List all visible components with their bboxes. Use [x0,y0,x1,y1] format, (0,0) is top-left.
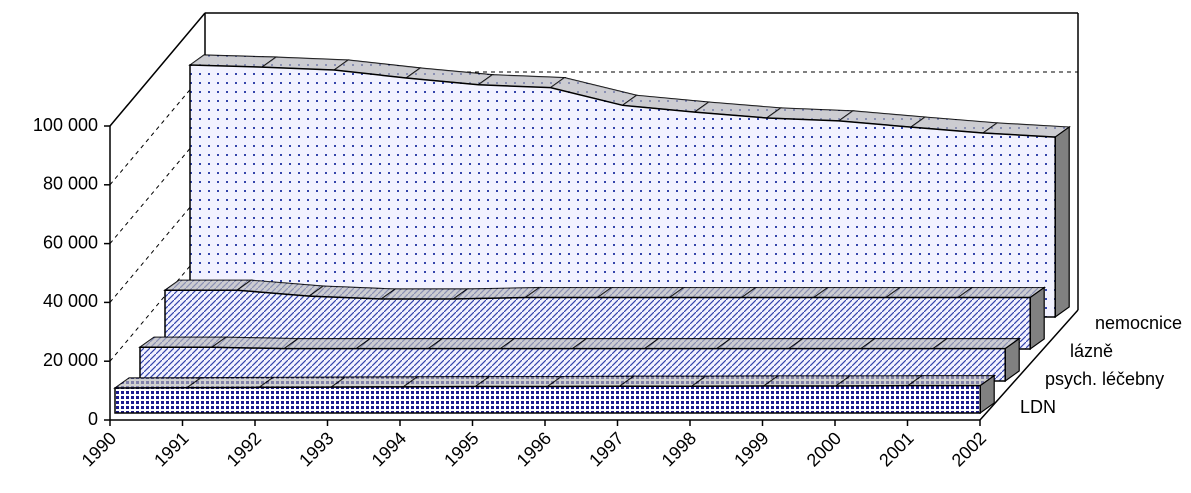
area-top-dots [140,337,227,348]
x-tick-label: 1998 [658,428,700,470]
area-top-dots [428,338,515,349]
area-top-dots [334,60,421,78]
area-top-dots [933,338,1020,349]
area-top-dots [262,57,349,71]
area [114,384,981,414]
area-top-dots [525,287,612,298]
x-tick-label: 1992 [223,428,265,470]
x-tick-label: 2002 [948,428,990,470]
area-top-dots [331,376,418,388]
area-top-dots [547,376,634,387]
x-tick-label: 1995 [440,428,482,470]
area-top-dots [309,286,396,300]
grid-line [109,247,206,362]
area-top-dots [381,289,468,300]
grid-line [109,71,206,186]
area-top-dots [958,287,1045,298]
area [139,346,1006,382]
area-top-dots [911,117,998,133]
area-top-dots [691,375,778,387]
area-top-dots [406,67,493,85]
area-top-dots [115,377,202,389]
area [189,64,1056,318]
area-top-dots [403,376,490,387]
area-top-dots [766,107,853,121]
area-top-dots [550,77,637,106]
x-tick-label: 1996 [513,428,555,470]
x-tick-label: 1991 [150,428,192,470]
area-top-dots [644,338,731,349]
floor-edge [979,309,1079,421]
x-tick-label: 1994 [368,428,410,470]
x-tick-label: 1999 [730,428,772,470]
area-top-dots [500,338,587,349]
area-top-dots [836,375,923,386]
y-tick-label: 100 000 [33,115,98,135]
area-top-dots [788,338,875,349]
area-top-dots [716,338,803,349]
x-tick-label: 1993 [295,428,337,470]
area-top-dots [187,377,274,388]
area-top-dots [908,375,995,386]
area-top-dots [886,287,973,298]
grid-line [109,12,206,127]
series-label: nemocnice [1095,313,1182,333]
area [164,289,1031,350]
area-side [1054,125,1070,319]
area-top-dots [669,287,756,298]
area-top-dots [622,95,709,113]
series-label: LDN [1020,397,1056,417]
area-top-dots [165,280,252,291]
area-top-dots [475,376,562,387]
area-top-dots [356,338,443,349]
series-label: psych. léčebny [1045,369,1164,389]
area-top-dots [763,375,850,386]
area-top-dots [597,287,684,298]
x-tick-label: 2001 [875,428,917,470]
area-top-dots [861,338,948,349]
area-top-dots [619,376,706,387]
area-top-dots [190,55,277,68]
grid-line [109,130,206,244]
area-top-dots [212,337,299,349]
x-tick-label: 1990 [78,428,120,470]
area-side [1029,286,1045,351]
area-top-dots [572,338,659,349]
area-top-dots [237,280,324,297]
series-label: lázně [1070,341,1113,361]
area-top-dots [838,110,925,128]
area-top-dots [453,287,540,300]
y-tick-label: 80 000 [43,174,98,194]
y-tick-label: 40 000 [43,291,98,311]
area-top-dots [284,338,371,349]
x-tick-label: 2000 [803,428,845,470]
y-tick-label: 20 000 [43,350,98,370]
y-tick-label: 0 [88,409,98,429]
x-tick-label: 1997 [585,428,627,470]
y-tick-label: 60 000 [43,232,98,252]
area-top-dots [259,377,346,388]
area-top-dots [478,74,565,88]
area-top-dots [694,102,781,118]
area-top-dots [813,287,900,298]
area-top-dots [741,287,828,298]
grid-line [109,189,206,303]
